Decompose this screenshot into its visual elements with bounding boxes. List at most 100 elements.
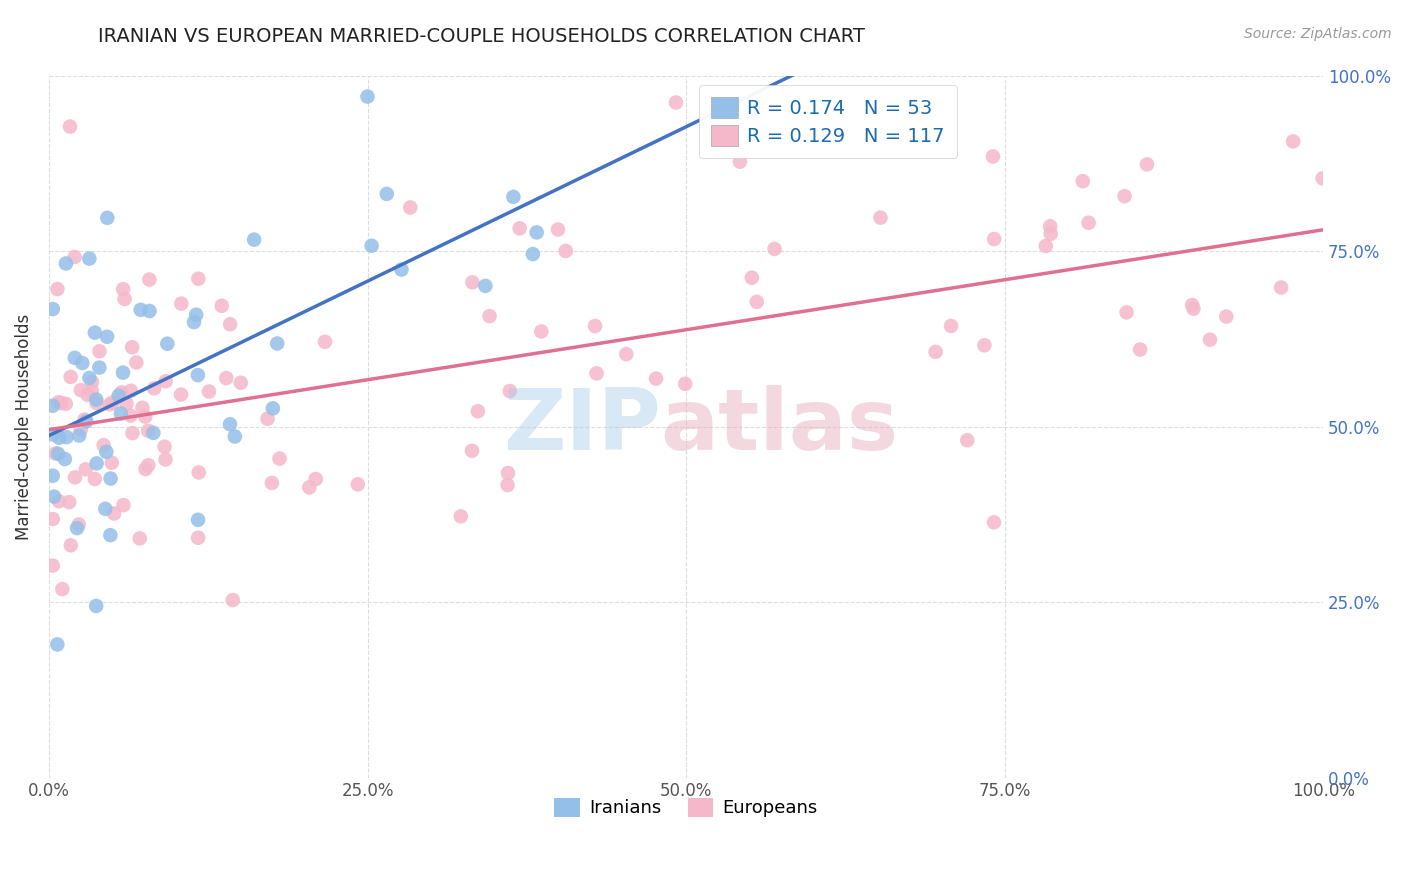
Point bbox=[46, 447, 69, 461]
Point bbox=[42, 399, 65, 413]
Point bbox=[728, 154, 751, 169]
Legend: Iranians, Europeans: Iranians, Europeans bbox=[547, 791, 825, 825]
Point bbox=[983, 516, 1005, 530]
Point bbox=[55, 430, 77, 444]
Point bbox=[155, 452, 177, 467]
Point bbox=[67, 428, 90, 442]
Y-axis label: Married-couple Households: Married-couple Households bbox=[15, 313, 32, 540]
Point bbox=[59, 538, 82, 552]
Point bbox=[79, 371, 101, 385]
Point bbox=[305, 472, 328, 486]
Point bbox=[42, 558, 65, 573]
Point bbox=[46, 282, 69, 296]
Point bbox=[467, 404, 489, 418]
Point bbox=[84, 392, 107, 407]
Point bbox=[86, 396, 108, 410]
Point bbox=[96, 330, 118, 344]
Text: ZIP: ZIP bbox=[503, 385, 661, 468]
Point bbox=[1199, 333, 1222, 347]
Point bbox=[547, 222, 569, 236]
Point bbox=[1039, 219, 1062, 234]
Point bbox=[46, 637, 69, 651]
Point bbox=[72, 356, 94, 370]
Point bbox=[70, 423, 93, 437]
Point bbox=[101, 395, 124, 409]
Point bbox=[55, 397, 77, 411]
Point bbox=[73, 412, 96, 426]
Point bbox=[138, 272, 160, 286]
Point bbox=[170, 296, 193, 310]
Point bbox=[86, 456, 108, 470]
Point bbox=[131, 401, 153, 415]
Point bbox=[66, 521, 89, 535]
Point bbox=[499, 384, 522, 398]
Point bbox=[298, 480, 321, 494]
Point bbox=[111, 385, 134, 400]
Point bbox=[183, 315, 205, 329]
Point bbox=[84, 599, 107, 613]
Point bbox=[75, 462, 97, 476]
Point bbox=[314, 334, 336, 349]
Point bbox=[125, 355, 148, 369]
Point bbox=[75, 414, 97, 428]
Point bbox=[1035, 239, 1057, 253]
Point bbox=[59, 370, 82, 384]
Point bbox=[48, 431, 70, 445]
Point bbox=[262, 401, 284, 416]
Point bbox=[260, 475, 283, 490]
Point bbox=[107, 388, 129, 402]
Point bbox=[745, 294, 768, 309]
Point bbox=[461, 443, 484, 458]
Point bbox=[1312, 171, 1334, 186]
Point bbox=[121, 426, 143, 441]
Point bbox=[83, 326, 105, 340]
Point bbox=[100, 471, 122, 485]
Point bbox=[58, 495, 80, 509]
Point bbox=[981, 149, 1004, 163]
Point bbox=[70, 383, 93, 397]
Point bbox=[1136, 157, 1159, 171]
Point bbox=[42, 490, 65, 504]
Point bbox=[450, 509, 472, 524]
Point bbox=[496, 478, 519, 492]
Point bbox=[1077, 216, 1099, 230]
Point bbox=[120, 409, 142, 423]
Point bbox=[59, 120, 82, 134]
Point bbox=[1114, 189, 1136, 203]
Point bbox=[42, 468, 65, 483]
Point bbox=[219, 417, 242, 432]
Point bbox=[673, 376, 696, 391]
Point bbox=[142, 425, 165, 440]
Point bbox=[134, 462, 156, 476]
Point bbox=[98, 397, 121, 411]
Point bbox=[399, 201, 422, 215]
Point bbox=[134, 409, 156, 424]
Point bbox=[478, 309, 501, 323]
Point bbox=[80, 375, 103, 389]
Text: Source: ZipAtlas.com: Source: ZipAtlas.com bbox=[1244, 27, 1392, 41]
Text: atlas: atlas bbox=[661, 385, 898, 468]
Point bbox=[215, 371, 238, 385]
Point bbox=[1270, 280, 1292, 294]
Point bbox=[198, 384, 221, 399]
Point bbox=[461, 276, 484, 290]
Point bbox=[1071, 174, 1094, 188]
Point bbox=[170, 387, 193, 401]
Point bbox=[143, 381, 166, 395]
Point bbox=[55, 256, 77, 270]
Point bbox=[356, 89, 378, 103]
Point bbox=[42, 512, 65, 526]
Text: IRANIAN VS EUROPEAN MARRIED-COUPLE HOUSEHOLDS CORRELATION CHART: IRANIAN VS EUROPEAN MARRIED-COUPLE HOUSE… bbox=[98, 27, 865, 45]
Point bbox=[187, 271, 209, 285]
Point bbox=[522, 247, 544, 261]
Point bbox=[48, 494, 70, 508]
Point bbox=[474, 278, 496, 293]
Point bbox=[211, 299, 233, 313]
Point bbox=[939, 318, 962, 333]
Point bbox=[100, 456, 122, 470]
Point bbox=[187, 368, 209, 382]
Point bbox=[156, 336, 179, 351]
Point bbox=[187, 513, 209, 527]
Point bbox=[63, 351, 86, 365]
Point bbox=[509, 221, 531, 235]
